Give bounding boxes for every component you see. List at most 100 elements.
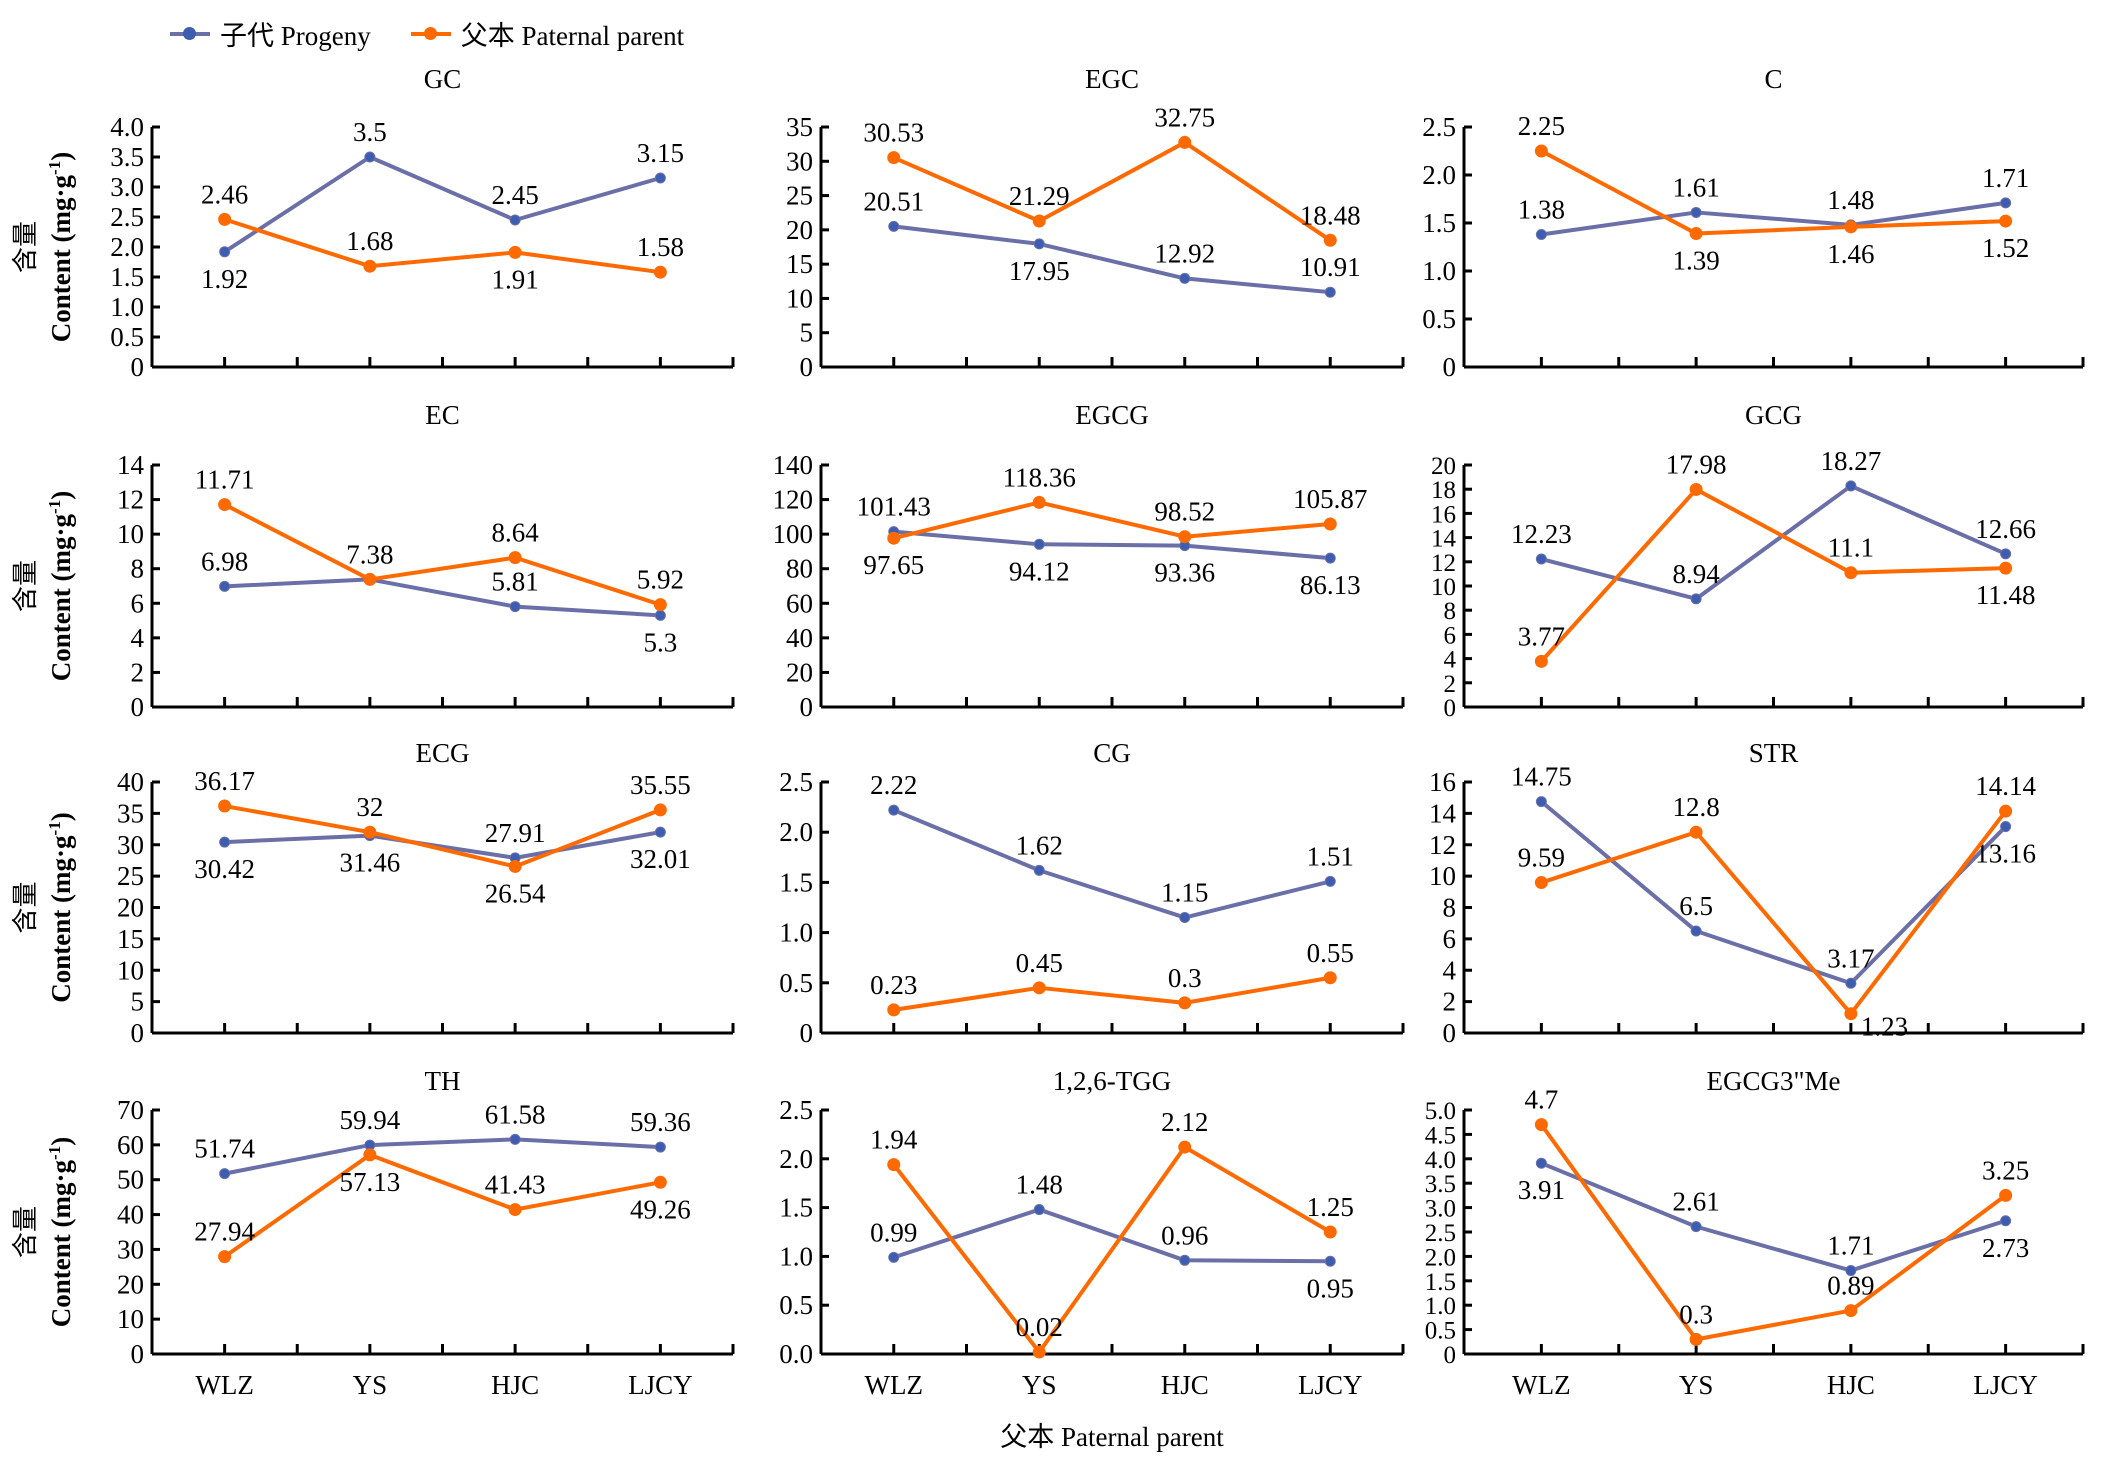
data-point-progeny bbox=[364, 151, 376, 163]
data-point-paternal bbox=[1689, 1332, 1703, 1346]
data-point-progeny bbox=[1535, 229, 1547, 241]
data-point-progeny bbox=[1845, 1265, 1857, 1277]
data-label: 1.58 bbox=[637, 232, 684, 262]
series-line-paternal bbox=[892, 1145, 1332, 1355]
data-label: 2.25 bbox=[1518, 111, 1565, 141]
y-tick-label: 0.0 bbox=[779, 1339, 813, 1369]
x-tick-label: HJC bbox=[491, 1370, 539, 1400]
y-tick-label: 0 bbox=[1444, 695, 1457, 722]
data-point-paternal bbox=[1178, 996, 1192, 1010]
y-tick-label: 0.5 bbox=[110, 322, 144, 352]
y-tick-label: 6 bbox=[1444, 622, 1457, 649]
legend-item-progeny: 子代 Progeny bbox=[170, 14, 371, 53]
y-tick-label: 1.0 bbox=[1425, 1293, 1456, 1320]
y-tick-label: 0 bbox=[131, 692, 145, 722]
data-point-paternal bbox=[363, 1148, 377, 1162]
data-label: 1.52 bbox=[1982, 233, 2029, 263]
data-point-paternal bbox=[1534, 876, 1548, 890]
data-point-paternal bbox=[1032, 981, 1046, 995]
y-tick-label: 2.0 bbox=[110, 232, 144, 262]
data-label: 0.99 bbox=[870, 1217, 917, 1247]
y-tick-label: 0.5 bbox=[779, 1290, 813, 1320]
y-tick-label: 25 bbox=[786, 181, 813, 211]
panel-egcg3-me: EGCG3"Me 00.51.01.52.02.53.03.54.04.55.0 W… bbox=[1425, 1066, 2085, 1400]
y-axis-label-en: Content (mg·g-1) bbox=[45, 1137, 76, 1327]
data-point-paternal bbox=[653, 803, 667, 817]
data-point-paternal bbox=[653, 265, 667, 279]
data-label: 98.52 bbox=[1154, 497, 1215, 527]
series-line-progeny bbox=[1540, 483, 2007, 601]
y-tick-label: 2 bbox=[1444, 671, 1457, 698]
data-label: 3.25 bbox=[1982, 1155, 2029, 1185]
data-label: 35.55 bbox=[630, 770, 691, 800]
data-label: 8.64 bbox=[492, 518, 540, 548]
data-label: 1.62 bbox=[1016, 830, 1063, 860]
y-tick-label: 16 bbox=[1429, 767, 1456, 797]
progeny-line-swatch-icon bbox=[170, 26, 210, 40]
data-label: 14.75 bbox=[1511, 762, 1572, 792]
x-tick-label: WLZ bbox=[865, 1370, 923, 1400]
data-label: 27.94 bbox=[194, 1217, 255, 1247]
data-label: 1.94 bbox=[870, 1125, 918, 1155]
data-label: 31.46 bbox=[340, 848, 401, 878]
y-axis-label-close: ) bbox=[46, 491, 76, 500]
y-tick-label: 10 bbox=[117, 955, 144, 985]
y-tick-label: 0 bbox=[800, 692, 814, 722]
y-tick-label: 14 bbox=[1431, 526, 1457, 553]
y-tick-label: 20 bbox=[117, 893, 144, 923]
data-label: 0.55 bbox=[1307, 938, 1354, 968]
data-point-paternal bbox=[508, 551, 522, 565]
y-tick-label: 0 bbox=[131, 1018, 145, 1048]
data-label: 0.3 bbox=[1168, 963, 1202, 993]
data-label: 2.61 bbox=[1673, 1187, 1720, 1217]
data-label: 118.36 bbox=[1003, 462, 1076, 492]
data-point-paternal bbox=[1032, 1345, 1046, 1359]
y-tick-label: 14 bbox=[1429, 798, 1457, 828]
data-label: 0.95 bbox=[1307, 1273, 1354, 1303]
data-point-progeny bbox=[219, 246, 231, 258]
data-point-progeny bbox=[1033, 538, 1045, 550]
data-label: 11.48 bbox=[1976, 580, 2036, 610]
data-point-paternal bbox=[1534, 654, 1548, 668]
y-tick-label: 18 bbox=[1431, 477, 1456, 504]
data-point-progeny bbox=[888, 804, 900, 816]
y-tick-label: 100 bbox=[773, 519, 814, 549]
y-axis-label-sup: -1 bbox=[45, 161, 64, 175]
panel-cg: CG 0 0.5 1.0 1.5 2.0 2.5 2.22 1.62 1.15 1.51 0.23 0.… bbox=[779, 738, 1405, 1048]
panel-egc: EGC 0 5 10 15 20 25 30 35 20.51 17.95 12.92 10.91 30.… bbox=[786, 64, 1405, 382]
data-label: 1.71 bbox=[1827, 1231, 1874, 1261]
panel-title: CG bbox=[1093, 738, 1131, 768]
data-label: 13.16 bbox=[1975, 839, 2036, 869]
data-point-paternal bbox=[653, 1175, 667, 1189]
panel-title: STR bbox=[1749, 738, 1799, 768]
y-tick-label: 40 bbox=[117, 767, 144, 797]
data-label: 11.1 bbox=[1828, 533, 1874, 563]
data-point-progeny bbox=[1179, 1254, 1191, 1266]
y-tick-label: 2.5 bbox=[779, 767, 813, 797]
y-tick-label: 3.0 bbox=[1425, 1196, 1456, 1223]
y-tick-label: 15 bbox=[786, 249, 813, 279]
y-tick-label: 0.5 bbox=[1425, 1318, 1456, 1345]
data-label: 3.5 bbox=[353, 117, 387, 147]
panel-title: TH bbox=[425, 1066, 461, 1096]
y-tick-label: 4 bbox=[1444, 647, 1457, 674]
data-point-paternal bbox=[1844, 1007, 1858, 1021]
y-axis-label-sup: -1 bbox=[45, 500, 64, 514]
data-point-paternal bbox=[653, 598, 667, 612]
data-point-progeny bbox=[1535, 1157, 1547, 1169]
data-label: 86.13 bbox=[1300, 570, 1361, 600]
series-line-progeny bbox=[224, 577, 661, 618]
y-axis-label-cn: 含量 bbox=[11, 881, 40, 933]
series-line-paternal bbox=[1540, 809, 2008, 1016]
data-point-paternal bbox=[1032, 495, 1046, 509]
series-line-progeny bbox=[1541, 200, 2006, 237]
y-tick-label: 2.5 bbox=[1425, 1220, 1456, 1247]
data-point-paternal bbox=[1178, 1140, 1192, 1154]
data-point-progeny bbox=[654, 609, 666, 621]
data-label: 17.98 bbox=[1666, 449, 1727, 479]
data-point-progeny bbox=[509, 1133, 521, 1145]
series-line-paternal bbox=[893, 500, 1331, 541]
data-point-paternal bbox=[1323, 233, 1337, 247]
y-tick-label: 140 bbox=[773, 450, 814, 480]
